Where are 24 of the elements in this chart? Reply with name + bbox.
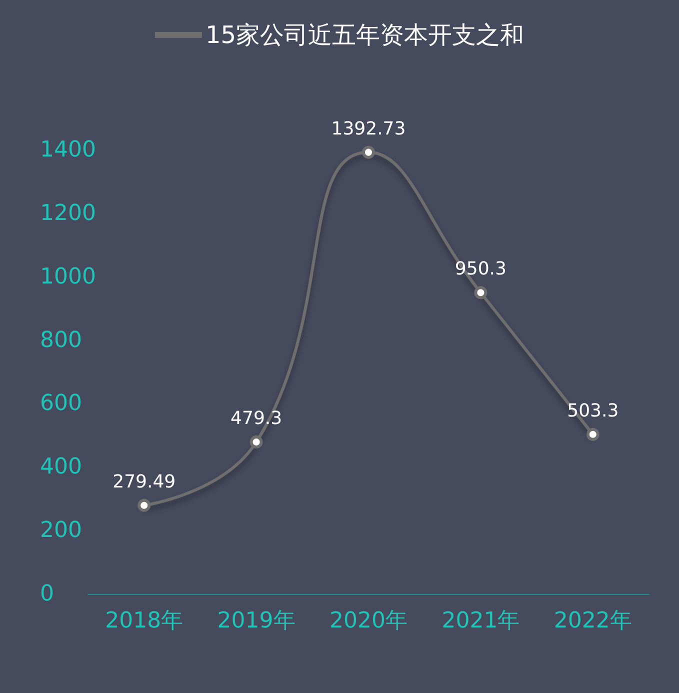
point (250, 435, 263, 448)
y-tick-label: 1400 (40, 138, 96, 162)
y-tick-label: 400 (40, 454, 82, 480)
y-tick-label: 0 (40, 582, 54, 606)
y-tick-label: 1200 (40, 200, 96, 226)
x-tick-label: 2019年 (217, 608, 296, 634)
data-label: 279.49 (112, 471, 176, 492)
y-tick-label: 200 (40, 518, 82, 544)
x-tick-label: 2020年 (330, 608, 408, 634)
data-label: 950.3 (454, 258, 506, 280)
x-tick-label: 2018年 (105, 608, 184, 634)
data-label: 479.3 (230, 408, 282, 429)
data-label: 1392.73 (331, 118, 406, 140)
point (586, 428, 600, 441)
y-tick-label: 800 (40, 328, 82, 353)
point (138, 498, 151, 512)
y-tick-label: 600 (40, 391, 82, 416)
x-tick-label: 2021年 (442, 608, 520, 634)
point (474, 286, 488, 300)
y-tick-label: 1000 (40, 264, 96, 290)
data-label: 503.3 (567, 400, 619, 422)
x-tick-label: 2022年 (554, 608, 632, 634)
legend-label: 15家公司近五年资本开支之和 (205, 21, 524, 49)
point (362, 146, 375, 159)
